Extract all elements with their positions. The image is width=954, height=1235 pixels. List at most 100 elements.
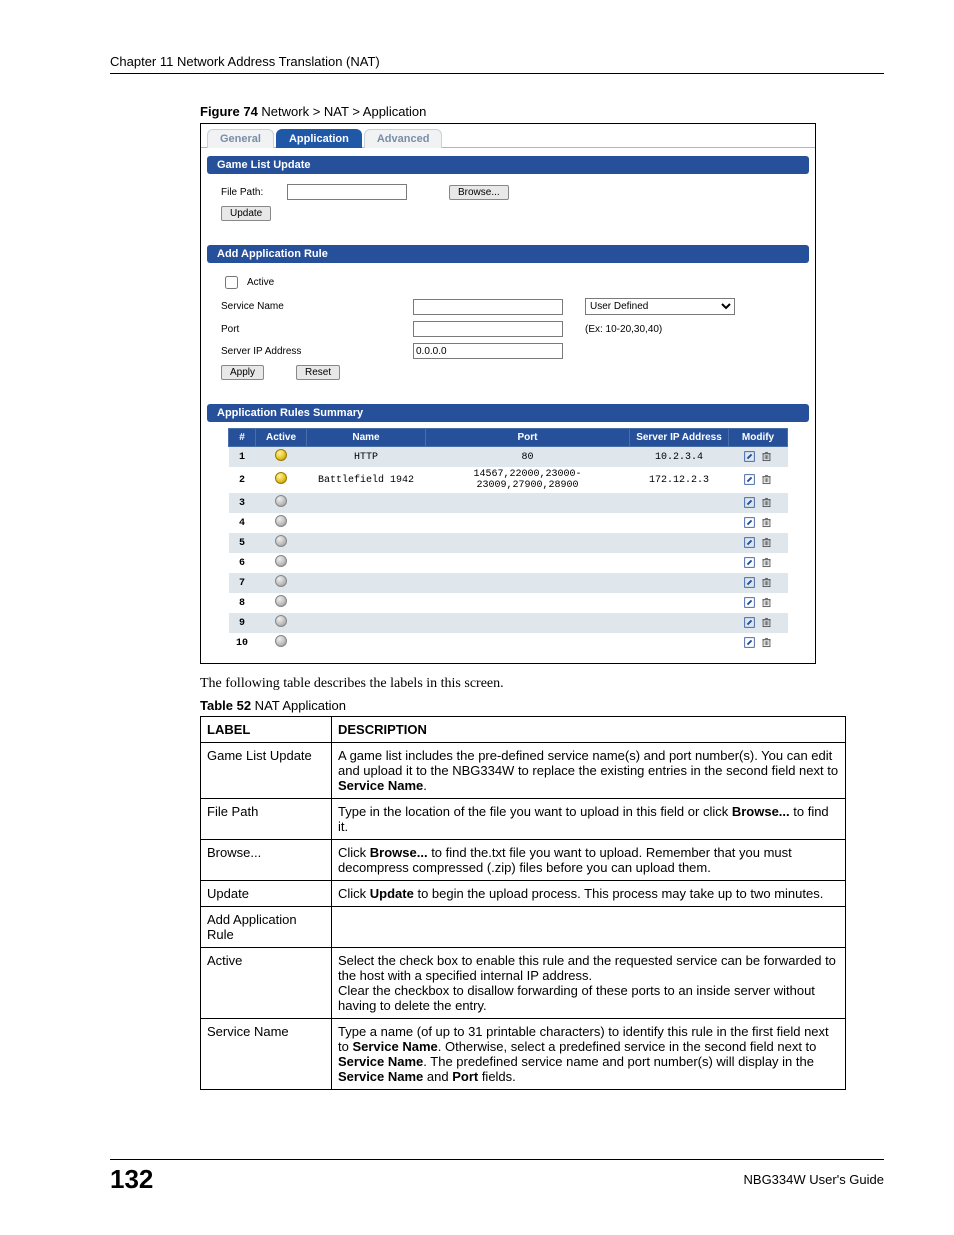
service-name-input[interactable] (413, 299, 563, 315)
port-label: Port (221, 324, 341, 335)
col-num: # (229, 429, 256, 447)
delete-icon[interactable] (761, 518, 772, 529)
bulb-icon (275, 635, 287, 647)
file-path-label: File Path: (221, 187, 281, 198)
table-row: Add Application Rule (201, 907, 846, 948)
desc-label: Browse... (201, 840, 332, 881)
server-ip-label: Server IP Address (221, 346, 341, 357)
delete-icon[interactable] (761, 578, 772, 589)
edit-icon[interactable] (744, 638, 755, 649)
rules-table: # Active Name Port Server IP Address Mod… (228, 428, 788, 653)
desc-text: Select the check box to enable this rule… (332, 948, 846, 1019)
table-row: 3 (229, 493, 788, 513)
active-checkbox[interactable] (225, 276, 238, 289)
desc-label: Service Name (201, 1019, 332, 1090)
update-button[interactable]: Update (221, 206, 271, 221)
active-label: Active (247, 277, 274, 288)
edit-icon[interactable] (744, 538, 755, 549)
page-number: 132 (110, 1164, 153, 1195)
edit-icon[interactable] (744, 558, 755, 569)
server-ip-input[interactable] (413, 343, 563, 359)
bulb-icon (275, 555, 287, 567)
reset-button[interactable]: Reset (296, 365, 340, 380)
desc-text: Type a name (of up to 31 printable chara… (332, 1019, 846, 1090)
bulb-icon (275, 449, 287, 461)
description-table: LABEL DESCRIPTION Game List UpdateA game… (200, 716, 846, 1090)
divider (110, 73, 884, 74)
tab-bar: General Application Advanced (201, 124, 815, 148)
table-row: File PathType in the location of the fil… (201, 799, 846, 840)
guide-name: NBG334W User's Guide (744, 1172, 884, 1187)
desc-label: Add Application Rule (201, 907, 332, 948)
delete-icon[interactable] (761, 538, 772, 549)
table-caption: Table 52 NAT Application (200, 698, 884, 713)
col-name: Name (307, 429, 426, 447)
file-path-input[interactable] (287, 184, 407, 200)
col-active: Active (256, 429, 307, 447)
bulb-icon (275, 515, 287, 527)
bulb-icon (275, 495, 287, 507)
table-row: Service NameType a name (of up to 31 pri… (201, 1019, 846, 1090)
chapter-header: Chapter 11 Network Address Translation (… (110, 54, 884, 69)
edit-icon[interactable] (744, 518, 755, 529)
edit-icon[interactable] (744, 452, 755, 463)
table-row: 9 (229, 613, 788, 633)
table-row: 2Battlefield 194214567,22000,23000-23009… (229, 467, 788, 493)
service-name-select[interactable]: User Defined (585, 298, 735, 315)
table-row: 6 (229, 553, 788, 573)
table-row: 1HTTP8010.2.3.4 (229, 447, 788, 468)
table-row: 8 (229, 593, 788, 613)
edit-icon[interactable] (744, 475, 755, 486)
bulb-icon (275, 472, 287, 484)
delete-icon[interactable] (761, 452, 772, 463)
table-row: 5 (229, 533, 788, 553)
desc-text: A game list includes the pre-defined ser… (332, 743, 846, 799)
delete-icon[interactable] (761, 618, 772, 629)
desc-header-desc: DESCRIPTION (332, 717, 846, 743)
table-row: ActiveSelect the check box to enable thi… (201, 948, 846, 1019)
desc-text: Type in the location of the file you wan… (332, 799, 846, 840)
apply-button[interactable]: Apply (221, 365, 264, 380)
port-example: (Ex: 10-20,30,40) (585, 324, 662, 335)
desc-text: Click Browse... to find the.txt file you… (332, 840, 846, 881)
screenshot-container: General Application Advanced Game List U… (200, 123, 816, 664)
footer: 132 NBG334W User's Guide (110, 1159, 884, 1195)
table-row: 4 (229, 513, 788, 533)
tab-advanced[interactable]: Advanced (364, 129, 443, 148)
edit-icon[interactable] (744, 618, 755, 629)
table-row: 10 (229, 633, 788, 653)
col-serverip: Server IP Address (630, 429, 729, 447)
edit-icon[interactable] (744, 498, 755, 509)
desc-label: Game List Update (201, 743, 332, 799)
bulb-icon (275, 615, 287, 627)
body-text: The following table describes the labels… (200, 676, 884, 692)
tab-application[interactable]: Application (276, 129, 362, 148)
col-port: Port (426, 429, 630, 447)
edit-icon[interactable] (744, 598, 755, 609)
desc-label: Active (201, 948, 332, 1019)
delete-icon[interactable] (761, 598, 772, 609)
col-modify: Modify (729, 429, 788, 447)
delete-icon[interactable] (761, 638, 772, 649)
section-summary: Application Rules Summary (207, 404, 809, 422)
desc-text (332, 907, 846, 948)
figure-caption: Figure 74 Network > NAT > Application (200, 104, 884, 119)
delete-icon[interactable] (761, 475, 772, 486)
table-row: Game List UpdateA game list includes the… (201, 743, 846, 799)
desc-label: File Path (201, 799, 332, 840)
desc-label: Update (201, 881, 332, 907)
desc-header-label: LABEL (201, 717, 332, 743)
table-row: UpdateClick Update to begin the upload p… (201, 881, 846, 907)
section-add-rule: Add Application Rule (207, 245, 809, 263)
delete-icon[interactable] (761, 498, 772, 509)
bulb-icon (275, 575, 287, 587)
browse-button[interactable]: Browse... (449, 185, 509, 200)
edit-icon[interactable] (744, 578, 755, 589)
port-input[interactable] (413, 321, 563, 337)
table-row: Browse...Click Browse... to find the.txt… (201, 840, 846, 881)
tab-general[interactable]: General (207, 129, 274, 148)
section-game-list-update: Game List Update (207, 156, 809, 174)
bulb-icon (275, 535, 287, 547)
delete-icon[interactable] (761, 558, 772, 569)
table-row: 7 (229, 573, 788, 593)
